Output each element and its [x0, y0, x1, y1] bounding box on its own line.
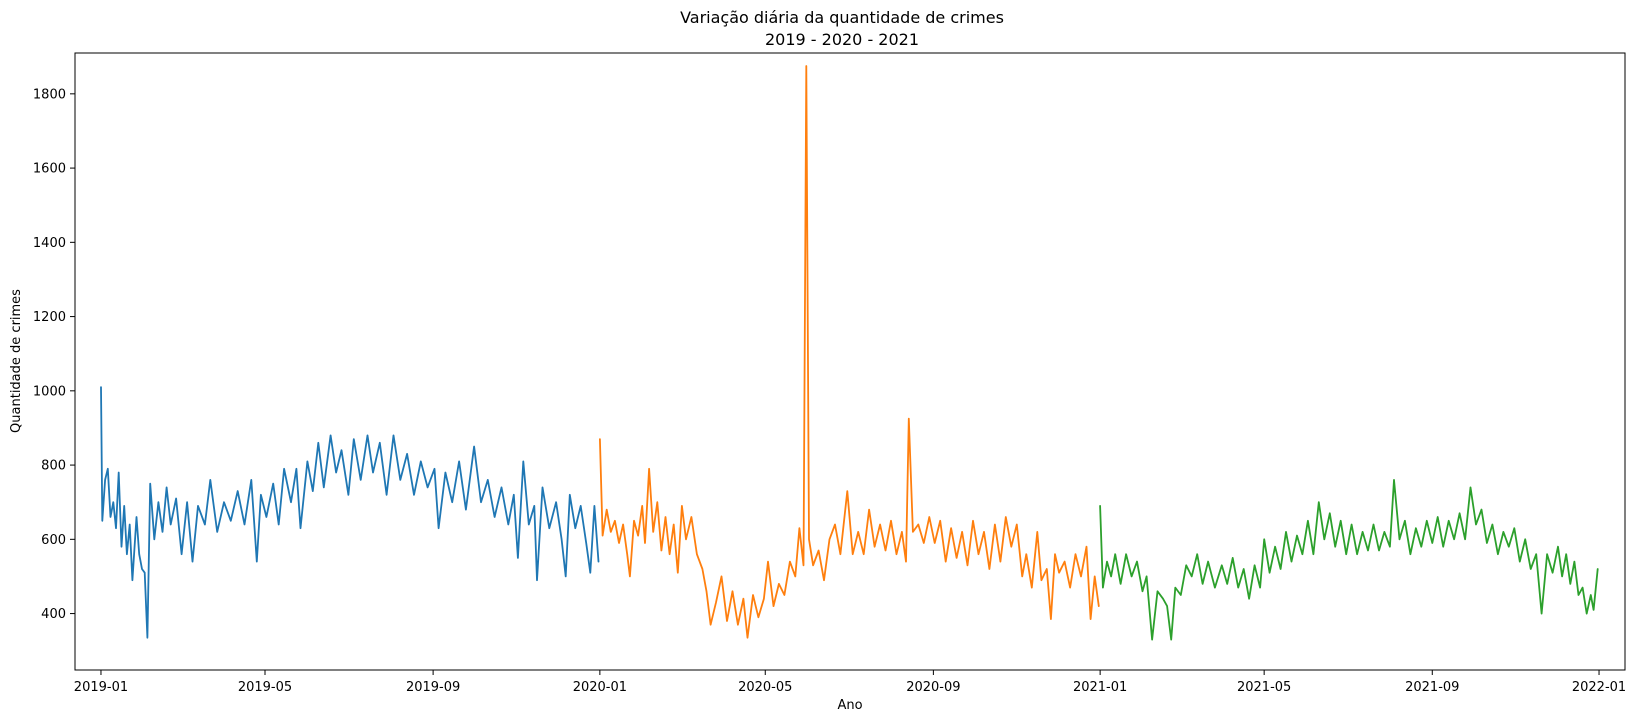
chart-title: Variação diária da quantidade de crimes	[680, 8, 1004, 27]
x-axis-ticks: 2019-01 2019-05 2019-09 2020-01 2020-05 2020-…	[74, 670, 1626, 695]
x-tick-label: 2022-01	[1572, 680, 1626, 695]
x-tick-label: 2021-05	[1237, 680, 1291, 695]
plot-frame	[74, 52, 1626, 671]
x-tick-label: 2020-05	[738, 680, 792, 695]
x-tick-label: 2019-01	[74, 680, 128, 695]
x-axis-label: Ano	[837, 698, 862, 713]
x-tick-label: 2019-05	[238, 680, 292, 695]
x-tick-label: 2021-01	[1073, 680, 1127, 695]
y-tick-label: 1200	[33, 310, 66, 325]
y-tick-label: 1800	[33, 87, 66, 102]
y-axis-ticks: 400 600 800 1000 1200 1400 1600 1800	[33, 87, 75, 622]
x-tick-label: 2020-01	[573, 680, 627, 695]
y-tick-label: 1000	[33, 384, 66, 399]
y-axis-label: Quantidade de crimes	[9, 289, 24, 433]
x-tick-label: 2021-09	[1405, 680, 1459, 695]
chart-subtitle: 2019 - 2020 - 2021	[765, 30, 919, 49]
series-line-1	[100, 386, 600, 639]
series-line-3	[1099, 479, 1599, 641]
series-line-2	[599, 65, 1100, 639]
y-tick-label: 1400	[33, 236, 66, 251]
y-tick-label: 800	[41, 459, 66, 474]
y-tick-label: 1600	[33, 162, 66, 177]
x-tick-label: 2019-09	[406, 680, 460, 695]
x-tick-label: 2020-09	[906, 680, 960, 695]
y-tick-label: 400	[41, 607, 66, 622]
y-tick-label: 600	[41, 533, 66, 548]
series-layer	[100, 65, 1599, 641]
